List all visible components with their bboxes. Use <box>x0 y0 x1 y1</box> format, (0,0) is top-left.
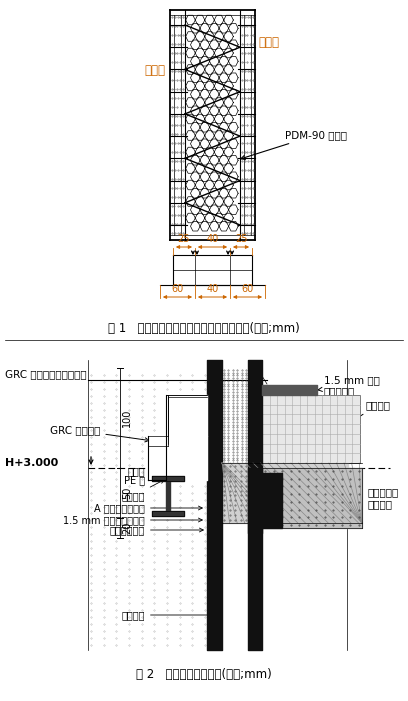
Text: 25: 25 <box>178 234 190 244</box>
Text: 1.5 mm 厚镀锌钢板承托: 1.5 mm 厚镀锌钢板承托 <box>63 515 202 525</box>
Text: PE 棒: PE 棒 <box>124 475 220 485</box>
Text: H+3.000: H+3.000 <box>5 458 58 468</box>
Bar <box>262 395 360 463</box>
Text: 1.5 mm 厚镀
锌钢板封堵: 1.5 mm 厚镀 锌钢板封堵 <box>318 375 380 397</box>
Text: 20: 20 <box>122 522 132 534</box>
Text: 40: 40 <box>206 234 219 244</box>
Text: 耐候胶: 耐候胶 <box>127 466 220 476</box>
Text: 保温材料: 保温材料 <box>295 400 390 458</box>
Text: 25: 25 <box>235 234 247 244</box>
Text: GRC 固定点处内外墙连缝: GRC 固定点处内外墙连缝 <box>5 369 86 379</box>
Text: 外叶板: 外叶板 <box>144 64 165 76</box>
Text: 40: 40 <box>206 284 219 294</box>
Text: 预制构件: 预制构件 <box>122 610 220 620</box>
Text: 100: 100 <box>122 409 132 427</box>
Text: 钢结构梁: 钢结构梁 <box>122 479 164 501</box>
Text: GRC 装饰线脚: GRC 装饰线脚 <box>50 425 149 442</box>
Text: 钢结构防火
及装饰层: 钢结构防火 及装饰层 <box>367 487 398 509</box>
Text: 图 2   外挂墙板构造详图(单位;mm): 图 2 外挂墙板构造详图(单位;mm) <box>136 668 272 681</box>
Text: 防火密封材料: 防火密封材料 <box>110 525 203 535</box>
Text: PDM-90 连接件: PDM-90 连接件 <box>241 130 347 160</box>
Text: A 级保温材料封堵: A 级保温材料封堵 <box>94 503 202 513</box>
Text: 60: 60 <box>171 284 184 294</box>
Text: 60: 60 <box>242 284 254 294</box>
Text: 图 1   外挂墙板内外叶与保温层的连接设计(单位;mm): 图 1 外挂墙板内外叶与保温层的连接设计(单位;mm) <box>108 322 300 335</box>
Text: 内叶板: 内叶板 <box>258 36 279 48</box>
Text: 50: 50 <box>122 486 132 499</box>
